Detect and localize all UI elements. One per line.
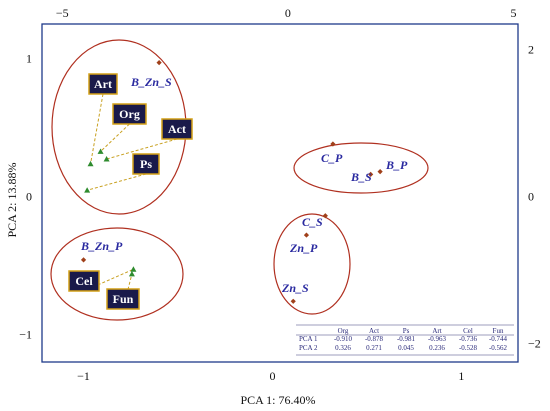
loading-label-box [161, 118, 193, 140]
top-tick-label: 5 [510, 6, 516, 20]
score-point [330, 141, 336, 147]
left-tick-label: 1 [26, 51, 32, 65]
table-header-cell: Org [338, 327, 349, 335]
loading-label: Fun [113, 292, 134, 306]
loading-point [130, 266, 137, 272]
left-tick-label: −1 [19, 327, 32, 341]
score-point [368, 171, 374, 177]
y-axis-title: PCA 2: 13.88% [5, 162, 19, 237]
score-label: Zn_S [281, 281, 309, 295]
cluster-ellipse [273, 213, 351, 315]
table-cell: -0.910 [334, 335, 353, 343]
loading-point [97, 148, 104, 154]
loading-line [83, 268, 134, 292]
score-point [303, 232, 310, 238]
table-cell: -0.744 [489, 335, 508, 343]
score-label: Zn_P [289, 241, 318, 255]
loading-label-box [88, 73, 118, 95]
score-label: B_Zn_S [130, 75, 172, 89]
table-cell: 0.045 [398, 344, 414, 352]
loading-line [100, 123, 130, 152]
score-point [290, 298, 296, 304]
score-label: B_P [385, 158, 408, 172]
table-cell: -0.736 [459, 335, 478, 343]
loading-label: Act [168, 122, 186, 136]
x-axis-title: PCA 1: 76.40% [240, 393, 315, 407]
loading-label-box [132, 153, 160, 175]
loading-line [87, 173, 147, 191]
right-tick-label: 0 [528, 190, 534, 204]
cluster-ellipse [50, 227, 184, 321]
score-point [377, 169, 383, 175]
left-tick-label: 0 [26, 189, 32, 203]
loading-label: Cel [75, 274, 93, 288]
table-cell: 0.271 [366, 344, 382, 352]
bottom-tick-label: −1 [77, 369, 90, 383]
loading-label-box [106, 288, 140, 310]
table-header-cell: Act [369, 327, 379, 335]
table-cell: -0.528 [459, 344, 478, 352]
loading-line [106, 138, 178, 160]
loading-label: Ps [140, 157, 152, 171]
table-header-cell: Cel [463, 327, 473, 335]
table-cell: -0.878 [365, 335, 384, 343]
loading-point [87, 160, 94, 167]
loading-point [128, 270, 135, 277]
score-label: B_Zn_P [80, 239, 123, 253]
table-header-cell: Ps [403, 327, 410, 335]
data-points [80, 60, 383, 304]
loading-label-box [68, 270, 100, 292]
table-cell: 0.326 [335, 344, 351, 352]
top-tick-label: 0 [285, 6, 291, 20]
loading-point [103, 156, 110, 162]
loading-point [84, 187, 91, 193]
loading-line [90, 93, 104, 164]
right-tick-label: 2 [528, 43, 534, 57]
plot-frame-rect [41, 23, 519, 363]
table-header-cell: Fun [493, 327, 504, 335]
cluster-ellipse [293, 142, 429, 194]
table-cell: 0.236 [429, 344, 445, 352]
plot-frame [41, 23, 519, 363]
table-cell: -0.981 [397, 335, 416, 343]
score-point [322, 213, 328, 219]
score-point [80, 257, 87, 263]
table-cell: -0.963 [428, 335, 447, 343]
table-header-cell: Art [432, 327, 441, 335]
right-tick-label: −2 [528, 337, 541, 351]
loading-label-box [112, 103, 147, 125]
score-label: C_S [302, 215, 323, 229]
axis-ticks: −1 0 1−5 0 510−120−2 [19, 6, 541, 383]
point-labels: B_Zn_S C_P B_P B_S C_S Zn_P B_Zn_P Zn_S Org Act Ps… [68, 73, 408, 310]
bottom-tick-label: 0 [269, 369, 275, 383]
score-label: C_P [321, 151, 343, 165]
table-cell: -0.562 [489, 344, 508, 352]
top-tick-label: −5 [56, 6, 69, 20]
loadings-table: Org Act Ps Art Cel Fun PCA 1 -0.910 -0.878 -0.981… [296, 324, 514, 356]
score-label: B_S [350, 170, 372, 184]
bottom-tick-label: 1 [458, 369, 464, 383]
score-point [156, 60, 162, 66]
loading-label: Art [94, 77, 112, 91]
loading-label: Org [119, 107, 140, 121]
table-row-label: PCA 1 [299, 335, 318, 343]
table-row-label: PCA 2 [299, 344, 318, 352]
